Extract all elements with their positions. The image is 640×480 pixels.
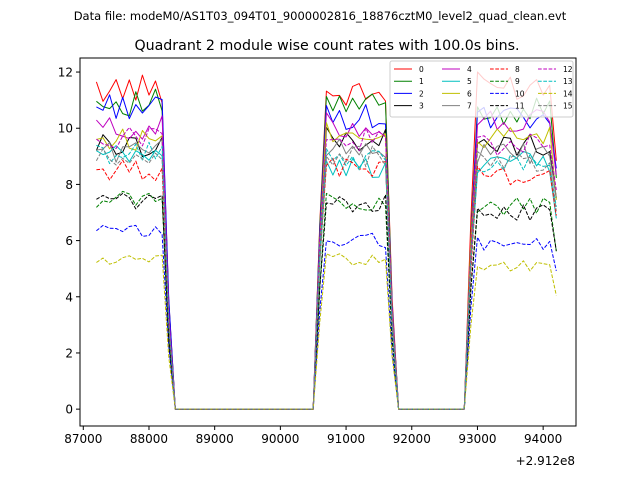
series-line-7	[96, 138, 557, 410]
legend-label-3: 3	[419, 102, 424, 111]
series-line-4	[96, 109, 557, 410]
legend-label-1: 1	[419, 77, 424, 86]
series-line-6	[96, 122, 557, 410]
legend-label-6: 6	[467, 89, 472, 98]
plot-frame	[79, 57, 577, 427]
legend-label-15: 15	[563, 102, 573, 111]
y-tick-label: 6	[65, 234, 73, 248]
x-tick-label: 89000	[196, 432, 234, 446]
series-line-13	[96, 141, 557, 410]
series-line-9	[96, 190, 557, 410]
y-tick-label: 8	[65, 178, 73, 192]
x-offset-label: +2.912e8	[516, 454, 575, 468]
legend-label-8: 8	[515, 65, 520, 74]
y-tick-label: 0	[65, 403, 73, 417]
chart-suptitle: Data file: modeM0/AS1T03_094T01_90000028…	[74, 9, 567, 23]
x-axis: 87000 88000 89000 90000 91000 92000 93000 94000	[64, 426, 562, 446]
series-line-14	[96, 253, 557, 410]
legend-label-5: 5	[467, 77, 472, 86]
series-line-15	[95, 145, 557, 410]
y-tick-label: 4	[65, 290, 73, 304]
y-tick-label: 10	[58, 122, 73, 136]
y-tick-label: 2	[65, 346, 73, 360]
plot-lines	[95, 71, 557, 410]
series-line-5	[96, 145, 557, 410]
x-tick-label: 93000	[458, 432, 496, 446]
legend-label-13: 13	[563, 77, 573, 86]
x-tick-label: 88000	[130, 432, 168, 446]
legend-label-12: 12	[563, 65, 573, 74]
legend-label-7: 7	[467, 102, 472, 111]
chart-title: Quadrant 2 module wise count rates with …	[134, 38, 519, 54]
x-tick-label: 87000	[64, 432, 102, 446]
legend-label-9: 9	[515, 77, 520, 86]
x-tick-label: 92000	[393, 432, 431, 446]
series-line-11	[96, 192, 557, 410]
legend-label-4: 4	[467, 65, 472, 74]
legend-box	[389, 60, 574, 118]
x-tick-label: 94000	[524, 432, 562, 446]
legend-label-2: 2	[419, 89, 424, 98]
legend-label-14: 14	[563, 89, 573, 98]
y-tick-label: 12	[58, 66, 73, 80]
x-tick-label: 90000	[261, 432, 299, 446]
legend-label-11: 11	[515, 102, 525, 111]
x-tick-label: 91000	[327, 432, 365, 446]
legend-label-0: 0	[419, 65, 424, 74]
legend-label-10: 10	[515, 89, 525, 98]
series-line-12	[96, 126, 557, 410]
y-axis: 0 2 4 6 8 10 12	[58, 66, 80, 417]
